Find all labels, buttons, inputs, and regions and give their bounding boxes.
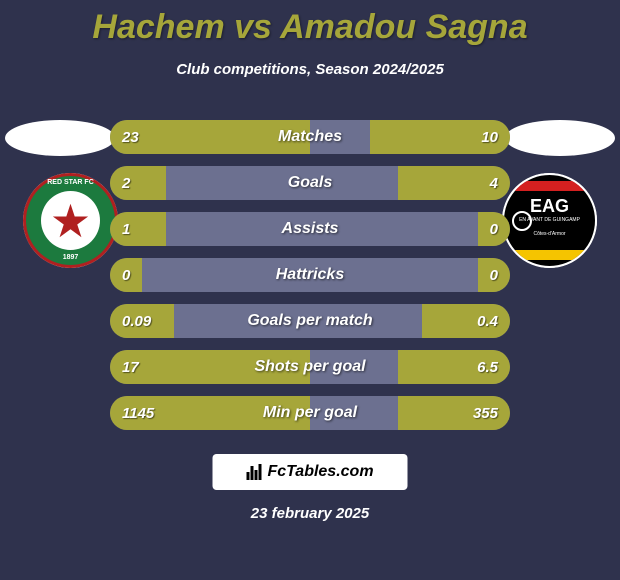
- eag-sub1: EN AVANT DE GUINGAMP: [504, 217, 595, 223]
- date-text: 23 february 2025: [0, 505, 620, 522]
- stat-row: 10Assists: [110, 212, 510, 246]
- stat-label: Hattricks: [110, 258, 510, 292]
- brand-badge[interactable]: FcTables.com: [213, 454, 408, 490]
- stat-row: 24Goals: [110, 166, 510, 200]
- stat-row: 1145355Min per goal: [110, 396, 510, 430]
- stat-row: 176.5Shots per goal: [110, 350, 510, 384]
- page-title: Hachem vs Amadou Sagna: [0, 0, 620, 47]
- stat-row: 00Hattricks: [110, 258, 510, 292]
- redstar-ring: RED STAR FC ★ 1897: [23, 173, 118, 268]
- redstar-inner: ★: [41, 191, 100, 250]
- stat-row: 2310Matches: [110, 120, 510, 154]
- stat-label: Goals: [110, 166, 510, 200]
- stat-label: Assists: [110, 212, 510, 246]
- eag-stripe-yellow: [504, 250, 595, 260]
- subtitle: Club competitions, Season 2024/2025: [0, 61, 620, 78]
- player-photo-right: [505, 120, 615, 156]
- stats-container: 2310Matches 24Goals 10Assists 00Hattricks 0.…: [110, 120, 510, 442]
- club-badge-left: RED STAR FC ★ 1897: [23, 173, 118, 268]
- eag-label: EAG: [530, 196, 569, 216]
- brand-text: FcTables.com: [267, 463, 373, 481]
- club-badge-right: EAG EN AVANT DE GUINGAMP Côtes-d'Armor: [502, 173, 597, 268]
- eag-sub2: Côtes-d'Armor: [504, 231, 595, 237]
- player-photo-left: [5, 120, 115, 156]
- redstar-top-text: RED STAR FC: [26, 179, 115, 186]
- stat-label: Shots per goal: [110, 350, 510, 384]
- eag-stripe-red: [504, 181, 595, 191]
- redstar-bottom-text: 1897: [26, 254, 115, 261]
- eag-circle: EAG EN AVANT DE GUINGAMP Côtes-d'Armor: [502, 173, 597, 268]
- bars-icon: [246, 464, 261, 480]
- stat-row: 0.090.4Goals per match: [110, 304, 510, 338]
- stat-label: Matches: [110, 120, 510, 154]
- stat-label: Min per goal: [110, 396, 510, 430]
- star-icon: ★: [50, 198, 91, 244]
- stat-label: Goals per match: [110, 304, 510, 338]
